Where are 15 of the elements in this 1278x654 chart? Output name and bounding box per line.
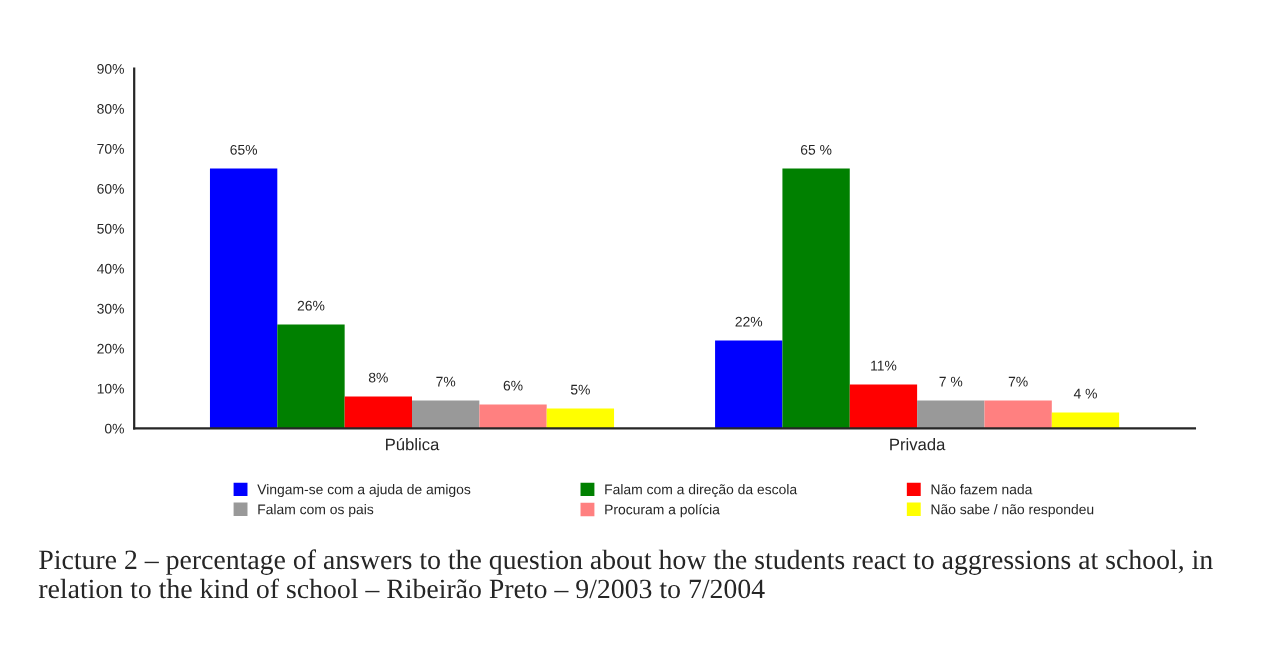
x-tick-label: Pública xyxy=(386,437,440,451)
text: Picture 2 – percentage of answers to the question about how the students react to aggressions at school, in relation to the kind of school – Ribeirão Preto – 9/2003 to 7/2004 xyxy=(38,549,1213,599)
bar xyxy=(209,168,278,429)
bar xyxy=(1051,412,1120,429)
bar xyxy=(849,384,918,429)
bar xyxy=(277,324,345,429)
bar xyxy=(917,400,985,429)
bar xyxy=(715,340,783,429)
bar xyxy=(782,168,850,429)
bar xyxy=(344,396,412,429)
bar xyxy=(546,408,615,429)
x-tick-label: Privada xyxy=(890,438,946,451)
bar xyxy=(984,400,1052,429)
bar xyxy=(479,404,547,429)
bar xyxy=(412,400,480,429)
